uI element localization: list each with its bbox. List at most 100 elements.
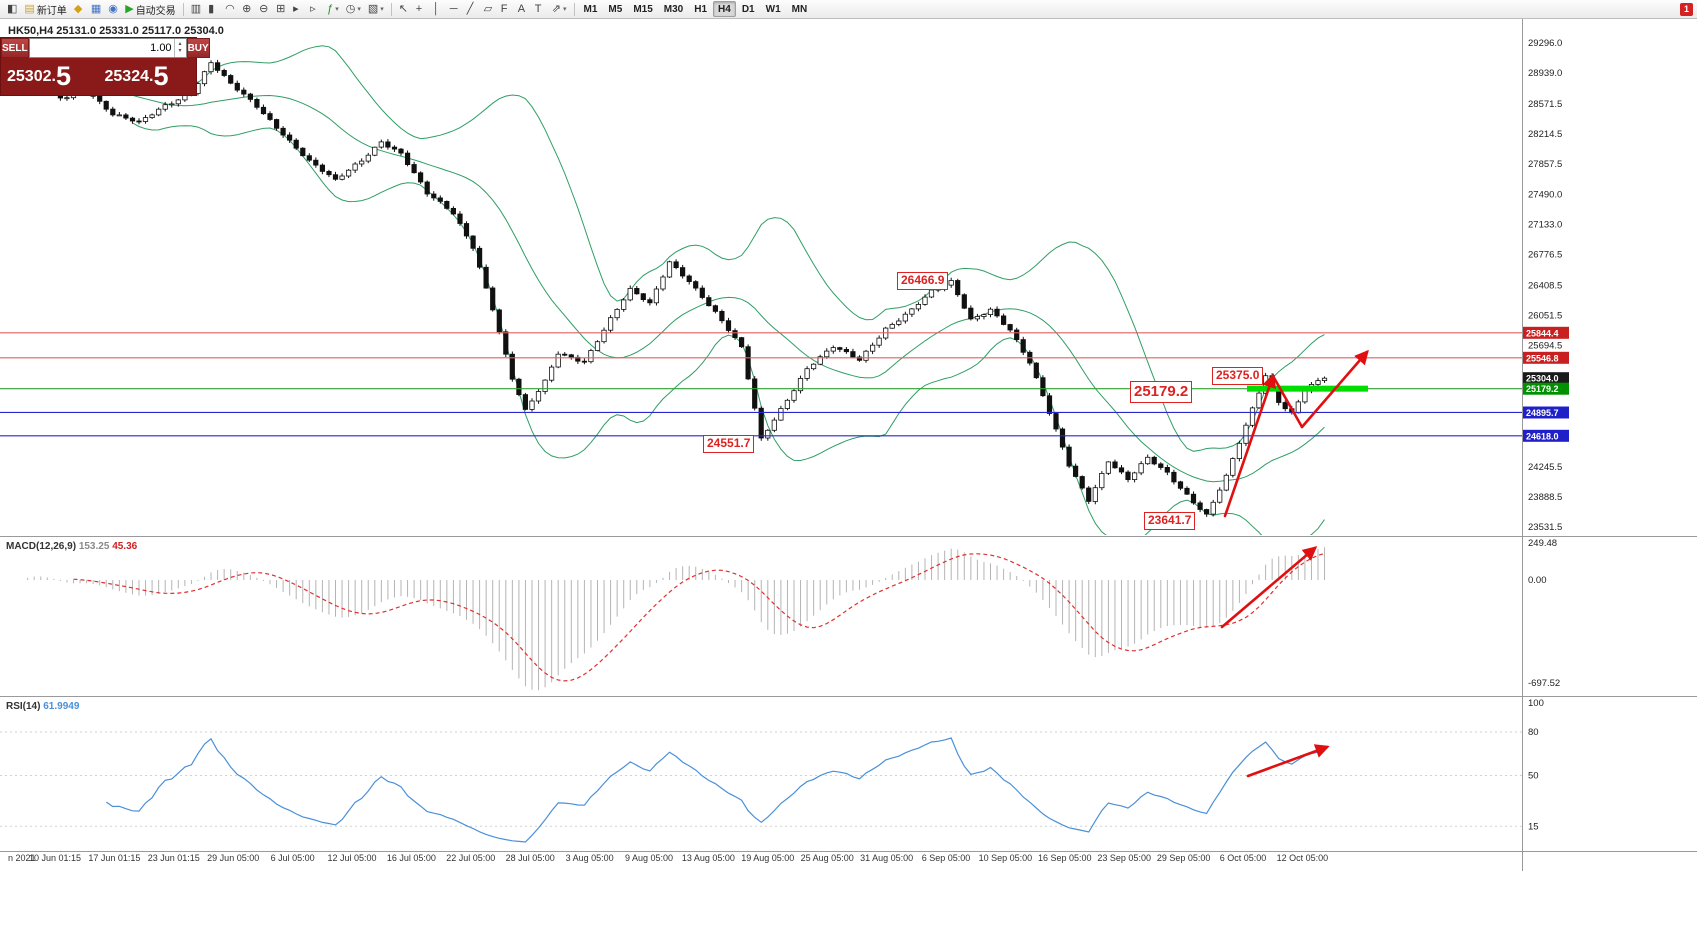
horizontal-line[interactable]: ─ (447, 1, 463, 17)
timeframe-m15[interactable]: M15 (628, 1, 657, 17)
candlesticks (5, 59, 1328, 517)
fibonacci[interactable]: F (498, 1, 514, 17)
zoom-out[interactable]: ⊖ (256, 1, 272, 17)
time-axis-label: 13 Aug 05:00 (682, 853, 735, 863)
bar-chart-mode[interactable]: ▥ (188, 1, 204, 17)
trendline-icon: ╱ (466, 2, 474, 15)
price-callout[interactable]: 25179.2 (1130, 381, 1193, 403)
text[interactable]: A (515, 1, 531, 17)
macd-scale-label: 249.48 (1528, 538, 1557, 549)
trend-arrow[interactable] (1220, 546, 1318, 629)
sell-price[interactable]: 25302. 5 (1, 58, 99, 95)
buy-button[interactable]: BUY (186, 38, 210, 58)
navigator[interactable]: ◉ (105, 1, 121, 17)
timeframe-m1[interactable]: M1 (579, 1, 603, 17)
timeframe-h1[interactable]: H1 (689, 1, 712, 17)
price-axis-tag (1523, 406, 1569, 419)
one-click-trading-panel: SELL ▴ ▾ BUY 25302.5 25324.5 (0, 37, 210, 96)
auto-scroll[interactable]: ▸ (290, 1, 306, 17)
cursor[interactable]: ↖ (396, 1, 412, 17)
highlighted-level-segment[interactable] (1247, 385, 1368, 392)
market-watch[interactable]: ▦ (88, 1, 104, 17)
price-callout[interactable]: 25375.0 (1212, 367, 1264, 385)
toolbar-separator (390, 2, 392, 16)
tile-windows[interactable]: ⊞ (273, 1, 289, 17)
button-label: MN (791, 3, 808, 15)
price-axis-label: 28214.5 (1528, 129, 1562, 140)
timeframe-h4[interactable]: H4 (713, 1, 736, 17)
time-axis-label: 10 Sep 05:00 (979, 853, 1033, 863)
autotrading[interactable]: ▶ 自动交易 (122, 1, 178, 17)
chart-symbol-ohlc: HK50,H4 25131.0 25331.0 25117.0 25304.0 (8, 25, 224, 37)
price-axis-label: 25694.5 (1528, 340, 1562, 351)
lot-increase-button[interactable]: ▴ (178, 41, 182, 48)
line-chart-mode[interactable]: ◠ (222, 1, 238, 17)
arrow-objects-icon: ⇗ (551, 2, 561, 15)
toolbar-separator (573, 2, 575, 16)
price-axis-tag (1523, 382, 1569, 395)
lot-size-input[interactable] (29, 39, 174, 57)
button-label: M30 (663, 3, 684, 15)
price-callout[interactable]: 24551.7 (703, 435, 755, 453)
templates[interactable]: ▧ ▾ (365, 1, 387, 17)
bollinger-bands (132, 45, 1325, 535)
price-axis-tag (1523, 372, 1569, 385)
time-axis-label: 12 Jul 05:00 (327, 853, 376, 863)
new-chart-window[interactable]: ◧ (4, 1, 20, 17)
rsi-line (0, 731, 1522, 843)
vertical-line[interactable]: │ (430, 1, 446, 17)
time-axis-label: 29 Sep 05:00 (1157, 853, 1211, 863)
equidistant-channel-icon: ▱ (483, 2, 493, 15)
trade-panel-top-row: SELL ▴ ▾ BUY (1, 38, 210, 58)
chart-area[interactable]: 29296.0 28939.0 28571.5 28214.5 27857.5 27490… (0, 19, 1697, 935)
sell-button[interactable]: SELL (1, 38, 29, 58)
lot-spinner: ▴ ▾ (173, 39, 186, 57)
price-callout[interactable]: 26466.9 (897, 272, 949, 290)
price-chart-canvas[interactable]: 29296.0 28939.0 28571.5 28214.5 27857.5 27490… (0, 19, 1697, 935)
time-axis-label: 19 Aug 05:00 (741, 853, 794, 863)
rsi-scale-label: 80 (1528, 727, 1539, 738)
trend-arrow[interactable] (1246, 744, 1330, 778)
text-label[interactable]: T (532, 1, 548, 17)
text-icon: A (517, 2, 526, 15)
equidistant-channel[interactable]: ▱ (481, 1, 497, 17)
candlestick-mode[interactable]: ▮ (205, 1, 221, 17)
button-label: D1 (741, 3, 755, 15)
price-axis-label: 28939.0 (1528, 68, 1562, 79)
buy-price[interactable]: 25324. 5 (99, 58, 197, 95)
timeframe-mn[interactable]: MN (787, 1, 813, 17)
crosshair[interactable]: + (413, 1, 429, 17)
trendline[interactable]: ╱ (464, 1, 480, 17)
trend-arrow[interactable] (1271, 374, 1304, 429)
price-axis-label: 29296.0 (1528, 38, 1562, 49)
time-axis-label: 22 Jul 05:00 (446, 853, 495, 863)
timeframe-m30[interactable]: M30 (659, 1, 688, 17)
time-axis-label: 16 Jul 05:00 (387, 853, 436, 863)
zoom-in[interactable]: ⊕ (239, 1, 255, 17)
trend-arrow[interactable] (1223, 373, 1277, 518)
timeframe-m5[interactable]: M5 (603, 1, 627, 17)
periods[interactable]: ◷ ▾ (343, 1, 364, 17)
crosshair-icon: + (415, 2, 423, 15)
lot-size-field[interactable]: ▴ ▾ (28, 38, 187, 58)
macd-signal-value: 45.36 (112, 541, 138, 552)
chart-shift[interactable]: ▹ (307, 1, 323, 17)
zoom-in-icon: ⊕ (242, 2, 252, 15)
indicators[interactable]: ƒ ▾ (324, 1, 342, 17)
sell-price-main: 25302. (7, 67, 56, 85)
macd-histogram (27, 547, 1326, 691)
timeframe-w1[interactable]: W1 (761, 1, 786, 17)
rsi-value: 61.9949 (43, 701, 80, 712)
time-axis-label: 6 Sep 05:00 (922, 853, 971, 863)
arrow-objects[interactable]: ⇗ ▾ (549, 1, 570, 17)
button-label: H1 (694, 3, 708, 15)
periods-icon: ◷ (345, 2, 356, 15)
lot-decrease-button[interactable]: ▾ (178, 48, 182, 54)
notification-badge[interactable]: 1 (1680, 2, 1693, 16)
new-order[interactable]: ▤ 新订单 (21, 1, 69, 17)
new-order-icon: ▤ (24, 2, 35, 15)
profiles[interactable]: ◆ (71, 1, 87, 17)
price-callout[interactable]: 23641.7 (1144, 512, 1196, 530)
trend-arrow[interactable] (1300, 349, 1369, 429)
timeframe-d1[interactable]: D1 (737, 1, 760, 17)
